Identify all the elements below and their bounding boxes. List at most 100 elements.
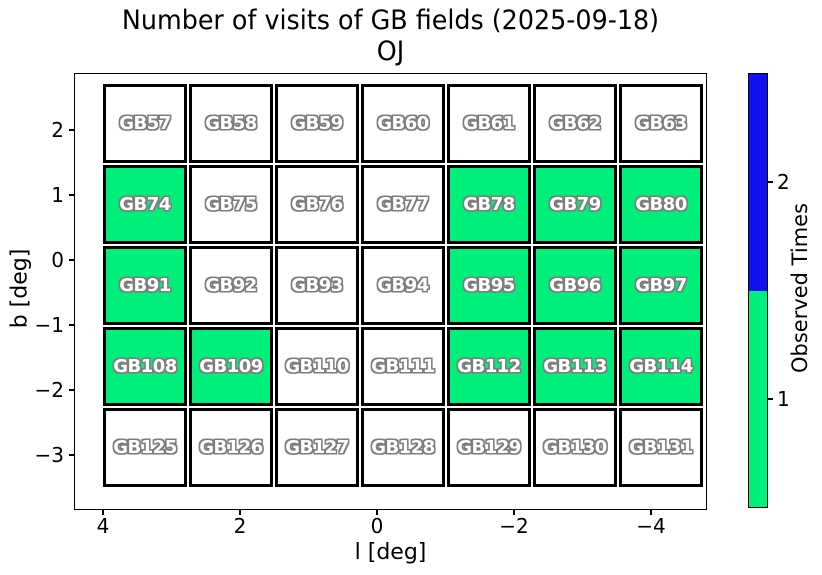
grid-cell: GB91	[103, 246, 187, 325]
grid-cell: GB60	[361, 84, 445, 163]
colorbar	[748, 73, 768, 508]
grid-cell-label: GB95	[463, 275, 515, 296]
grid-cell: GB111	[361, 327, 445, 406]
y-tick-label: −2	[34, 378, 64, 402]
grid-cell-label: GB80	[635, 194, 687, 215]
grid-cell: GB129	[447, 408, 531, 487]
grid-cell-label: GB61	[463, 113, 515, 134]
grid-cell-label: GB131	[629, 437, 693, 458]
x-tick-label: 4	[96, 514, 110, 538]
grid-cell-label: GB108	[113, 356, 177, 377]
grid-cell: GB59	[275, 84, 359, 163]
grid-cell-label: GB77	[377, 194, 429, 215]
grid-cell-label: GB114	[629, 356, 693, 377]
grid-cell-label: GB110	[285, 356, 349, 377]
grid-cell: GB57	[103, 84, 187, 163]
grid-cell-label: GB63	[635, 113, 687, 134]
grid-cell: GB109	[189, 327, 273, 406]
grid-cell-label: GB76	[291, 194, 343, 215]
grid-cell-label: GB127	[285, 437, 349, 458]
grid-cell: GB113	[533, 327, 617, 406]
grid-cell-label: GB130	[543, 437, 607, 458]
x-tick-label: −2	[499, 514, 529, 538]
grid-cell-label: GB59	[291, 113, 343, 134]
grid-cell-label: GB125	[113, 437, 177, 458]
x-tick-mark	[102, 510, 104, 515]
x-tick-label: 0	[370, 514, 384, 538]
grid-cell: GB125	[103, 408, 187, 487]
plot-area: GB57 GB58 GB59 GB60 GB61 GB62 GB63 GB74 GB75 GB76…	[74, 73, 707, 510]
y-tick-label: 1	[51, 183, 64, 207]
x-axis-label: l [deg]	[354, 540, 427, 565]
grid-cell-label: GB113	[543, 356, 607, 377]
y-tick-mark	[69, 259, 74, 261]
grid-cell-label: GB94	[377, 275, 429, 296]
x-tick-mark	[513, 510, 515, 515]
y-tick-label: −1	[34, 313, 64, 337]
grid-cell-label: GB129	[457, 437, 521, 458]
y-tick-mark	[69, 129, 74, 131]
grid-cell-label: GB74	[119, 194, 171, 215]
grid-cell: GB93	[275, 246, 359, 325]
grid-cell: GB114	[619, 327, 703, 406]
grid-cell: GB78	[447, 165, 531, 244]
grid-cell: GB127	[275, 408, 359, 487]
colorbar-tick-label: 1	[777, 387, 790, 411]
grid-cell: GB62	[533, 84, 617, 163]
field-grid: GB57 GB58 GB59 GB60 GB61 GB62 GB63 GB74 GB75 GB76…	[103, 84, 703, 487]
y-tick-mark	[69, 194, 74, 196]
colorbar-segment-1	[749, 290, 767, 507]
colorbar-tick-mark	[768, 398, 773, 400]
chart-title-line2: OJ	[376, 36, 405, 67]
x-tick-mark	[376, 510, 378, 515]
grid-cell: GB58	[189, 84, 273, 163]
grid-cell: GB74	[103, 165, 187, 244]
grid-cell: GB63	[619, 84, 703, 163]
colorbar-label: Observed Times	[788, 202, 812, 374]
y-axis-label: b [deg]	[7, 248, 33, 329]
y-tick-label: −3	[34, 443, 64, 467]
grid-cell: GB79	[533, 165, 617, 244]
y-tick-mark	[69, 454, 74, 456]
grid-cell-label: GB109	[199, 356, 263, 377]
colorbar-tick-label: 2	[777, 170, 790, 194]
y-tick-mark	[69, 324, 74, 326]
grid-cell-label: GB57	[119, 113, 171, 134]
grid-cell: GB92	[189, 246, 273, 325]
grid-cell: GB77	[361, 165, 445, 244]
grid-cell: GB75	[189, 165, 273, 244]
grid-cell-label: GB91	[119, 275, 171, 296]
grid-cell-label: GB58	[205, 113, 257, 134]
grid-cell: GB80	[619, 165, 703, 244]
grid-cell: GB131	[619, 408, 703, 487]
grid-cell: GB126	[189, 408, 273, 487]
grid-cell-label: GB112	[457, 356, 521, 377]
grid-cell-label: GB79	[549, 194, 601, 215]
y-tick-mark	[69, 389, 74, 391]
grid-cell-label: GB111	[371, 356, 435, 377]
x-tick-label: 2	[233, 514, 247, 538]
grid-cell: GB61	[447, 84, 531, 163]
grid-cell-label: GB96	[549, 275, 601, 296]
grid-cell: GB97	[619, 246, 703, 325]
grid-cell: GB96	[533, 246, 617, 325]
chart-title-line1: Number of visits of GB fields (2025-09-1…	[121, 5, 660, 36]
x-tick-label: −4	[636, 514, 666, 538]
grid-cell-label: GB62	[549, 113, 601, 134]
grid-cell-label: GB126	[199, 437, 263, 458]
grid-cell-label: GB75	[205, 194, 257, 215]
y-tick-label: 2	[51, 118, 64, 142]
colorbar-tick-mark	[768, 181, 773, 183]
grid-cell-label: GB92	[205, 275, 257, 296]
chart-title: Number of visits of GB fields (2025-09-1…	[93, 5, 688, 67]
grid-cell-label: GB60	[377, 113, 429, 134]
grid-cell-label: GB93	[291, 275, 343, 296]
colorbar-segment-2	[749, 74, 767, 291]
x-tick-mark	[650, 510, 652, 515]
x-tick-mark	[239, 510, 241, 515]
grid-cell-label: GB128	[371, 437, 435, 458]
grid-cell: GB95	[447, 246, 531, 325]
grid-cell: GB94	[361, 246, 445, 325]
grid-cell: GB110	[275, 327, 359, 406]
grid-cell: GB112	[447, 327, 531, 406]
